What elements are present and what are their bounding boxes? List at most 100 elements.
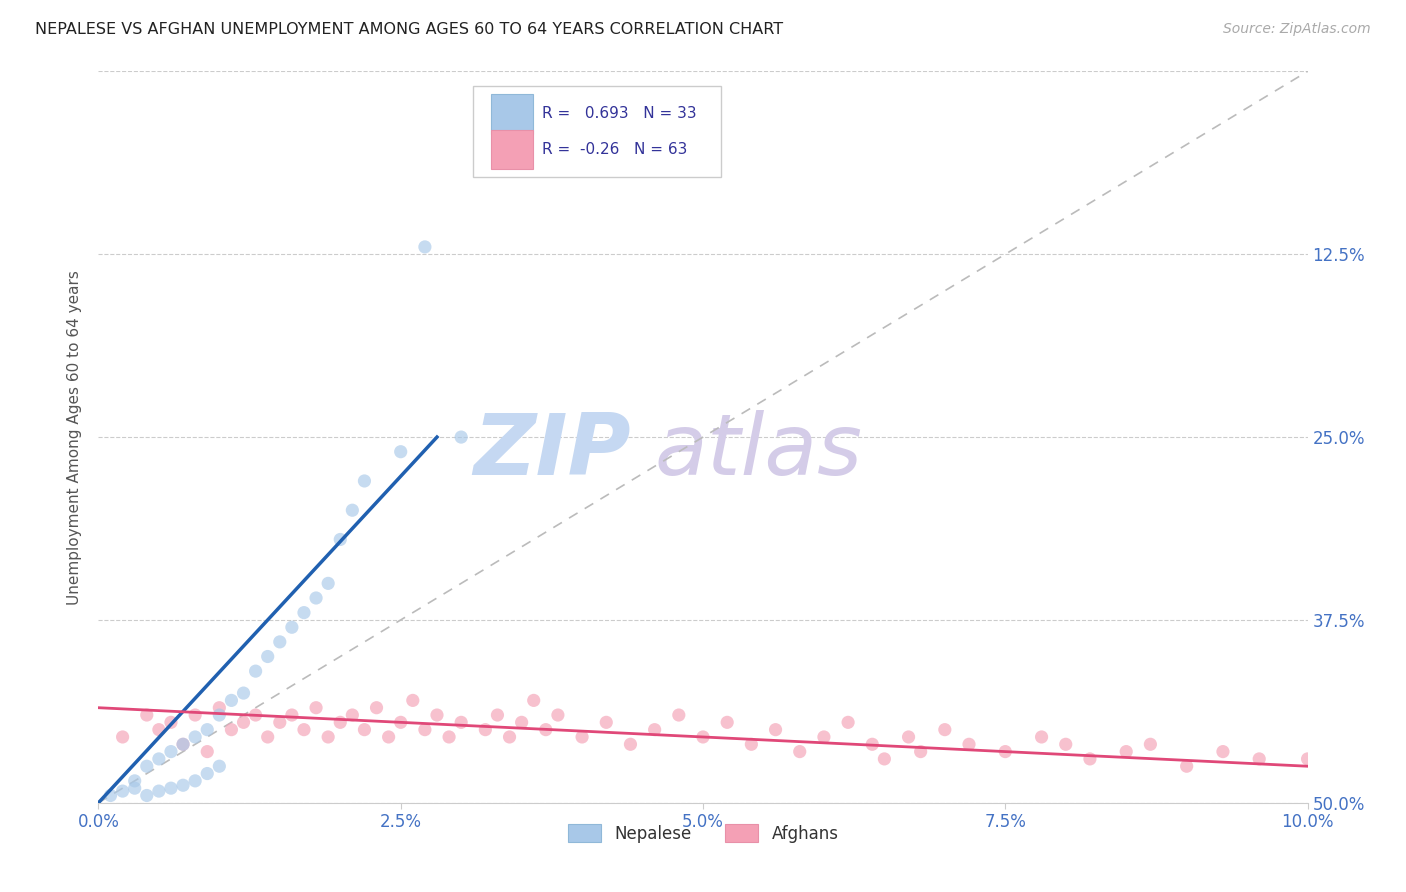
Point bbox=[172, 778, 194, 792]
Point bbox=[740, 737, 762, 751]
Point bbox=[305, 700, 328, 714]
Point bbox=[184, 730, 207, 744]
Point bbox=[389, 715, 412, 730]
Text: Source: ZipAtlas.com: Source: ZipAtlas.com bbox=[1223, 22, 1371, 37]
Point bbox=[160, 781, 183, 796]
Point bbox=[813, 730, 835, 744]
Point bbox=[245, 708, 267, 723]
Point bbox=[100, 789, 122, 803]
Point bbox=[135, 759, 157, 773]
Point bbox=[353, 474, 375, 488]
FancyBboxPatch shape bbox=[492, 94, 533, 134]
Point bbox=[124, 781, 146, 796]
Point bbox=[245, 664, 267, 678]
Point bbox=[377, 730, 399, 744]
Point bbox=[957, 737, 980, 751]
Point bbox=[897, 730, 920, 744]
Point bbox=[510, 715, 533, 730]
Point bbox=[160, 715, 183, 730]
Point bbox=[148, 752, 170, 766]
Point bbox=[208, 708, 231, 723]
Point bbox=[1296, 752, 1319, 766]
Text: atlas: atlas bbox=[655, 410, 863, 493]
Point bbox=[342, 708, 364, 723]
Point bbox=[366, 700, 388, 714]
Point bbox=[135, 708, 157, 723]
Point bbox=[1115, 745, 1137, 759]
Point bbox=[523, 693, 546, 707]
Text: R =  -0.26   N = 63: R = -0.26 N = 63 bbox=[543, 142, 688, 157]
Point bbox=[437, 730, 460, 744]
Point bbox=[269, 635, 291, 649]
Point bbox=[1175, 759, 1198, 773]
FancyBboxPatch shape bbox=[492, 130, 533, 169]
Point bbox=[256, 730, 278, 744]
Point bbox=[316, 576, 339, 591]
Point bbox=[426, 708, 449, 723]
Point bbox=[450, 715, 472, 730]
Point bbox=[184, 708, 207, 723]
Text: ZIP: ZIP bbox=[472, 410, 630, 493]
Point bbox=[402, 693, 425, 707]
Point bbox=[292, 606, 315, 620]
Point bbox=[172, 737, 194, 751]
Point bbox=[148, 784, 170, 798]
Point bbox=[595, 715, 617, 730]
Point bbox=[534, 723, 557, 737]
Point bbox=[208, 759, 231, 773]
Point bbox=[316, 730, 339, 744]
Point bbox=[256, 649, 278, 664]
Point bbox=[221, 723, 243, 737]
Point bbox=[644, 723, 666, 737]
Legend: Nepalese, Afghans: Nepalese, Afghans bbox=[561, 818, 845, 849]
Point bbox=[1078, 752, 1101, 766]
Point bbox=[269, 715, 291, 730]
Point bbox=[765, 723, 787, 737]
Point bbox=[789, 745, 811, 759]
Point bbox=[474, 723, 496, 737]
Point bbox=[486, 708, 509, 723]
Point bbox=[135, 789, 157, 803]
Point bbox=[281, 620, 304, 634]
Point bbox=[342, 503, 364, 517]
Point bbox=[692, 730, 714, 744]
Point bbox=[160, 745, 183, 759]
Point bbox=[668, 708, 690, 723]
Point bbox=[1054, 737, 1077, 751]
Point bbox=[148, 723, 170, 737]
Point bbox=[450, 430, 472, 444]
Point bbox=[547, 708, 569, 723]
Point bbox=[413, 723, 436, 737]
Point bbox=[498, 730, 520, 744]
Point bbox=[994, 745, 1017, 759]
Point bbox=[232, 715, 254, 730]
Point bbox=[1249, 752, 1271, 766]
Point bbox=[873, 752, 896, 766]
Point bbox=[111, 730, 134, 744]
Point bbox=[329, 533, 352, 547]
Point bbox=[281, 708, 304, 723]
Point bbox=[413, 240, 436, 254]
Point bbox=[353, 723, 375, 737]
Point bbox=[1139, 737, 1161, 751]
Text: NEPALESE VS AFGHAN UNEMPLOYMENT AMONG AGES 60 TO 64 YEARS CORRELATION CHART: NEPALESE VS AFGHAN UNEMPLOYMENT AMONG AG… bbox=[35, 22, 783, 37]
Point bbox=[1031, 730, 1053, 744]
Point bbox=[619, 737, 641, 751]
Point bbox=[860, 737, 883, 751]
FancyBboxPatch shape bbox=[474, 86, 721, 178]
Point bbox=[1212, 745, 1234, 759]
Point bbox=[934, 723, 956, 737]
Point bbox=[195, 745, 218, 759]
Point bbox=[208, 700, 231, 714]
Point bbox=[195, 766, 218, 780]
Point bbox=[172, 737, 194, 751]
Point bbox=[221, 693, 243, 707]
Point bbox=[389, 444, 412, 458]
Point bbox=[910, 745, 932, 759]
Point bbox=[837, 715, 859, 730]
Point bbox=[232, 686, 254, 700]
Point bbox=[292, 723, 315, 737]
Point bbox=[111, 784, 134, 798]
Point bbox=[195, 723, 218, 737]
Point bbox=[184, 773, 207, 788]
